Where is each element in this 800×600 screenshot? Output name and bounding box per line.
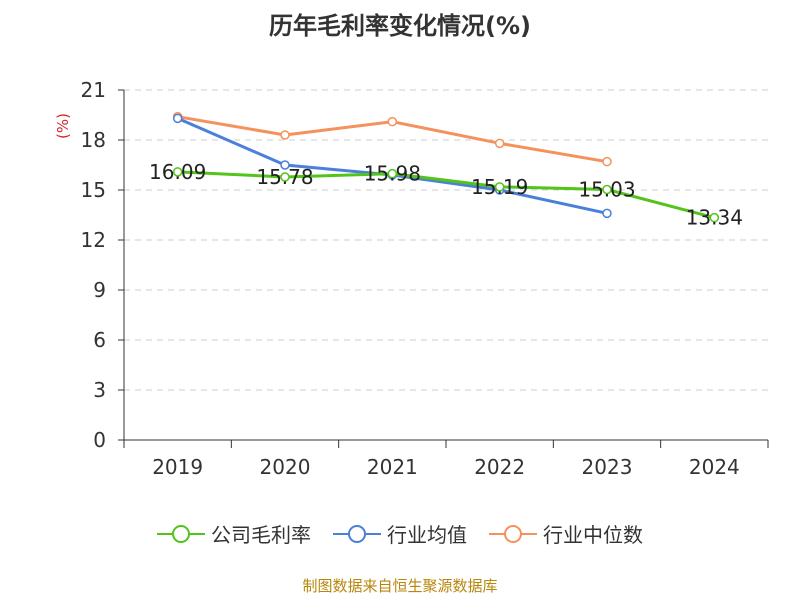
y-tick-label: 15 bbox=[81, 178, 106, 202]
y-tick-label: 12 bbox=[81, 228, 106, 252]
data-point bbox=[709, 212, 720, 223]
y-tick-label: 0 bbox=[93, 428, 106, 452]
data-label: 15.98 bbox=[364, 162, 421, 186]
data-point bbox=[494, 182, 505, 192]
series-line bbox=[177, 170, 715, 220]
data-point bbox=[280, 160, 290, 170]
data-label: 13.34 bbox=[686, 206, 743, 230]
data-point bbox=[280, 172, 290, 182]
x-tick-label: 2020 bbox=[260, 455, 311, 479]
data-point bbox=[602, 208, 612, 219]
x-tick-label: 2021 bbox=[367, 455, 418, 479]
y-tick-label: 6 bbox=[93, 328, 106, 352]
data-point bbox=[387, 116, 398, 127]
legend-swatch-industry-median bbox=[489, 524, 537, 543]
legend-swatch-industry-mean bbox=[333, 524, 381, 543]
data-label: 15.03 bbox=[578, 178, 635, 202]
y-tick-label: 3 bbox=[93, 378, 106, 402]
legend-label-company: 公司毛利率 bbox=[211, 523, 311, 547]
legend-swatch-company bbox=[157, 524, 205, 543]
legend-label-industry-median: 行业中位数 bbox=[543, 523, 643, 547]
data-point bbox=[172, 113, 183, 124]
legend-item-industry-mean[interactable]: 行业均值 bbox=[333, 519, 467, 548]
legend-item-company[interactable]: 公司毛利率 bbox=[157, 519, 311, 548]
data-label: 15.78 bbox=[256, 165, 313, 189]
x-tick-label: 2024 bbox=[689, 455, 740, 479]
x-tick-label: 2019 bbox=[152, 455, 203, 479]
data-point bbox=[494, 138, 505, 149]
y-tick-label: 21 bbox=[81, 78, 106, 102]
chart-title: 历年毛利率变化情况(%) bbox=[269, 12, 531, 40]
legend-label-industry-mean: 行业均值 bbox=[387, 523, 467, 547]
data-point bbox=[387, 168, 398, 179]
data-label: 15.19 bbox=[471, 175, 528, 199]
data-point bbox=[602, 156, 612, 167]
x-tick-label: 2023 bbox=[582, 455, 633, 479]
legend: 公司毛利率 行业均值 行业中位数 bbox=[0, 519, 800, 548]
y-tick-label: 18 bbox=[81, 128, 106, 152]
y-tick-label: 9 bbox=[93, 278, 106, 302]
data-source-note: 制图数据来自恒生聚源数据库 bbox=[302, 577, 498, 595]
legend-item-industry-median[interactable]: 行业中位数 bbox=[489, 519, 643, 548]
y-axis-label: (%) bbox=[54, 113, 72, 139]
x-tick-label: 2022 bbox=[474, 455, 525, 479]
data-point bbox=[280, 130, 290, 140]
data-label: 16.09 bbox=[149, 160, 206, 184]
data-point bbox=[602, 184, 612, 195]
data-point bbox=[172, 167, 183, 177]
